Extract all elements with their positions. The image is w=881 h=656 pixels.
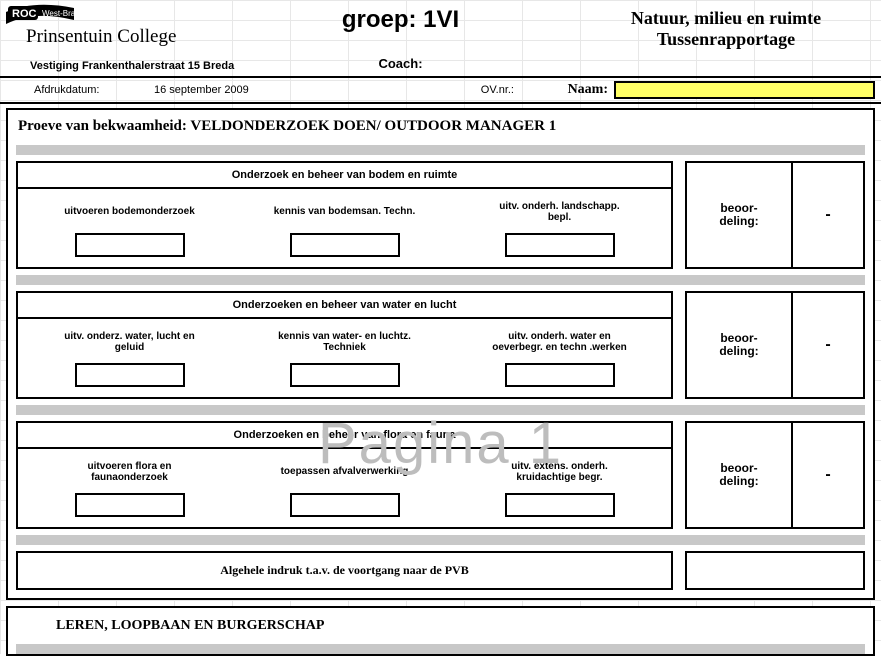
grey-strip	[16, 275, 865, 285]
title-line2: Tussenrapportage	[571, 29, 881, 50]
criteria-input-box[interactable]	[505, 233, 615, 257]
criteria-column: uitv. onderz. water, lucht en geluid	[55, 325, 205, 387]
assessment-block: Onderzoeken en beheer van water en lucht…	[16, 291, 865, 399]
overall-value-box[interactable]	[685, 551, 865, 590]
overall-text: Algehele indruk t.a.v. de voortgang naar…	[16, 551, 673, 590]
criteria-label: uitv. extens. onderh. kruidachtige begr.	[485, 455, 635, 489]
afdruk-value: 16 september 2009	[154, 84, 354, 96]
block-title: Onderzoek en beheer van bodem en ruimte	[18, 163, 671, 189]
criteria-label: uitv. onderh. water en oeverbegr. en tec…	[485, 325, 635, 359]
beoordeling-value[interactable]: -	[793, 163, 863, 267]
title-cell: Natuur, milieu en ruimte Tussenrapportag…	[571, 0, 881, 50]
coach-label: Coach:	[230, 56, 571, 71]
criteria-label: kennis van bodemsan. Techn.	[270, 195, 420, 229]
criteria-input-box[interactable]	[75, 233, 185, 257]
criteria-label: toepassen afvalverwerking	[270, 455, 420, 489]
criteria-label: uitv. onderh. landschapp. bepl.	[485, 195, 635, 229]
group-value: 1VI	[423, 6, 459, 33]
assessment-block: Onderzoeken en beheer van flora en fauna…	[16, 421, 865, 529]
grey-strip	[16, 644, 865, 654]
criteria-input-box[interactable]	[505, 363, 615, 387]
beoordeling-box: beoor-deling:-	[685, 291, 865, 399]
assessment-block-left: Onderzoek en beheer van bodem en ruimteu…	[16, 161, 673, 269]
criteria-column: uitv. onderh. water en oeverbegr. en tec…	[485, 325, 635, 387]
assessment-block-left: Onderzoeken en beheer van water en lucht…	[16, 291, 673, 399]
grey-strip	[16, 535, 865, 545]
college-name: Prinsentuin College	[26, 26, 176, 47]
criteria-label: uitvoeren flora en faunaonderzoek	[55, 455, 205, 489]
columns: uitvoeren flora en faunaonderzoek toepass…	[18, 449, 671, 527]
assessment-block-left: Onderzoeken en beheer van flora en fauna…	[16, 421, 673, 529]
criteria-input-box[interactable]	[75, 493, 185, 517]
criteria-input-box[interactable]	[290, 493, 400, 517]
columns: uitv. onderz. water, lucht en geluid kenn…	[18, 319, 671, 397]
criteria-column: uitvoeren bodemonderzoek	[55, 195, 205, 257]
roc-text: ROC	[12, 8, 37, 20]
group-label: groep:	[342, 6, 417, 33]
criteria-input-box[interactable]	[505, 493, 615, 517]
criteria-label: uitvoeren bodemonderzoek	[55, 195, 205, 229]
beoordeling-label: beoor-deling:	[687, 163, 793, 267]
beoordeling-label: beoor-deling:	[687, 423, 793, 527]
block-title: Onderzoeken en beheer van water en lucht	[18, 293, 671, 319]
prinsentuin-logo: ROC West-Brabant Prinsentuin College	[4, 2, 224, 50]
criteria-column: uitv. extens. onderh. kruidachtige begr.	[485, 455, 635, 517]
beoordeling-value[interactable]: -	[793, 293, 863, 397]
beoordeling-label: beoor-deling:	[687, 293, 793, 397]
criteria-input-box[interactable]	[290, 233, 400, 257]
criteria-column: kennis van water- en luchtz. Techniek	[270, 325, 420, 387]
afdruk-label: Afdrukdatum:	[34, 84, 154, 96]
main-title: Proeve van bekwaamheid: VELDONDERZOEK DO…	[8, 110, 873, 145]
address-line: Vestiging Frankenthalerstraat 15 Breda	[30, 60, 234, 72]
sub-title: LEREN, LOOPBAAN EN BURGERSCHAP	[8, 608, 873, 644]
main-frame: Proeve van bekwaamheid: VELDONDERZOEK DO…	[6, 108, 875, 600]
ov-label: OV.nr.:	[354, 84, 534, 96]
naam-label: Naam:	[534, 82, 614, 98]
assessment-block: Onderzoek en beheer van bodem en ruimteu…	[16, 161, 865, 269]
beoordeling-box: beoor-deling:-	[685, 161, 865, 269]
grey-strip	[16, 405, 865, 415]
sub-frame: LEREN, LOOPBAAN EN BURGERSCHAP	[6, 606, 875, 656]
criteria-column: toepassen afvalverwerking	[270, 455, 420, 517]
naam-input-box[interactable]	[614, 81, 875, 99]
criteria-label: kennis van water- en luchtz. Techniek	[270, 325, 420, 359]
beoordeling-value[interactable]: -	[793, 423, 863, 527]
columns: uitvoeren bodemonderzoek kennis van bodem…	[18, 189, 671, 267]
overall-row: Algehele indruk t.a.v. de voortgang naar…	[16, 551, 865, 590]
meta-row: Afdrukdatum: 16 september 2009 OV.nr.: N…	[0, 78, 881, 104]
criteria-label: uitv. onderz. water, lucht en geluid	[55, 325, 205, 359]
logo-cell: ROC West-Brabant Prinsentuin College	[0, 0, 230, 52]
block-title: Onderzoeken en beheer van flora en fauna	[18, 423, 671, 449]
criteria-column: uitv. onderh. landschapp. bepl.	[485, 195, 635, 257]
roc-sub: West-Brabant	[42, 9, 92, 18]
criteria-input-box[interactable]	[290, 363, 400, 387]
criteria-column: kennis van bodemsan. Techn.	[270, 195, 420, 257]
beoordeling-box: beoor-deling:-	[685, 421, 865, 529]
grey-strip	[16, 145, 865, 155]
group-cell: groep: 1VI Coach:	[230, 0, 571, 71]
title-line1: Natuur, milieu en ruimte	[571, 8, 881, 29]
criteria-column: uitvoeren flora en faunaonderzoek	[55, 455, 205, 517]
criteria-input-box[interactable]	[75, 363, 185, 387]
